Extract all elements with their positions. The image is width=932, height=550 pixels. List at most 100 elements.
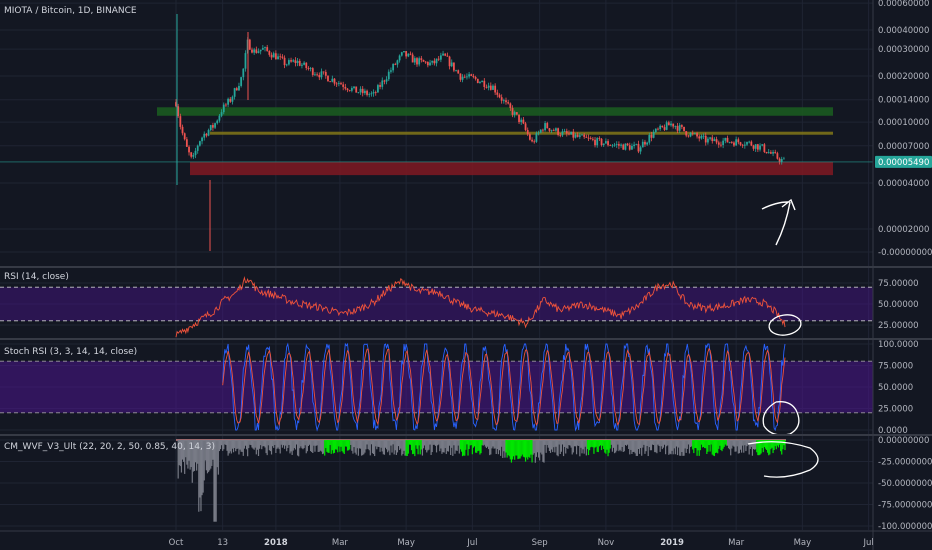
wvf-bar bbox=[280, 440, 282, 445]
candle-body bbox=[233, 88, 236, 97]
candle-body bbox=[437, 58, 440, 60]
wvf-bar bbox=[364, 440, 366, 453]
wvf-bar bbox=[468, 440, 470, 450]
wvf-bar bbox=[650, 440, 653, 451]
candle-body bbox=[776, 153, 779, 159]
candle-body bbox=[542, 129, 544, 131]
y-tick-label: 0.00014000 bbox=[878, 96, 929, 106]
wvf-bar bbox=[630, 440, 632, 450]
candle-body bbox=[400, 52, 403, 56]
wvf-bar bbox=[459, 440, 462, 450]
wvf-bar bbox=[228, 440, 230, 454]
wvf-bar bbox=[399, 440, 401, 451]
candle-body bbox=[257, 51, 260, 53]
rsi-pane[interactable] bbox=[0, 276, 873, 338]
wvf-bar bbox=[526, 440, 528, 458]
wvf-bar bbox=[330, 440, 332, 454]
wvf-bar bbox=[609, 440, 611, 449]
wvf-bar bbox=[418, 440, 420, 446]
x-tick-label: May bbox=[794, 538, 812, 548]
wvf-bar bbox=[496, 440, 498, 450]
wvf-bar bbox=[773, 440, 775, 451]
candle-body bbox=[329, 81, 332, 83]
wvf-bar bbox=[519, 440, 521, 459]
wvf-bar bbox=[391, 440, 393, 453]
wvf-bar bbox=[549, 440, 552, 453]
candle-body bbox=[509, 103, 512, 108]
wvf-bar bbox=[453, 440, 455, 446]
wvf-bar bbox=[226, 440, 228, 451]
wvf-bar bbox=[368, 440, 370, 451]
wvf-pane[interactable] bbox=[176, 439, 786, 522]
wvf-bar bbox=[215, 440, 217, 522]
x-tick-label: 2019 bbox=[660, 538, 684, 548]
candle-body bbox=[631, 145, 633, 150]
wvf-bar bbox=[245, 440, 248, 450]
wvf-bar bbox=[423, 440, 426, 446]
candle-body bbox=[405, 51, 408, 57]
wvf-bar bbox=[513, 440, 515, 457]
stoch-pane-title: Stoch RSI (3, 3, 14, 14, close) bbox=[4, 347, 137, 357]
wvf-bar bbox=[604, 440, 606, 453]
wvf-bar bbox=[592, 440, 594, 448]
wvf-bar bbox=[477, 440, 479, 452]
wvf-bar bbox=[772, 440, 774, 454]
wvf-bar bbox=[243, 440, 245, 449]
candle-body bbox=[322, 71, 325, 73]
wvf-bar bbox=[701, 440, 704, 448]
current-price-badge bbox=[875, 155, 932, 168]
candle-body bbox=[301, 64, 303, 66]
wvf-bar bbox=[685, 440, 687, 453]
wvf-bar bbox=[420, 440, 422, 450]
wvf-bar bbox=[529, 440, 531, 458]
wvf-bar bbox=[254, 440, 256, 448]
wvf-bar bbox=[573, 440, 576, 447]
stoch-band bbox=[0, 361, 873, 413]
wvf-bar bbox=[491, 440, 493, 449]
candle-body bbox=[270, 54, 273, 58]
wvf-bar bbox=[448, 440, 451, 446]
wvf-bar bbox=[374, 440, 376, 457]
wvf-bar bbox=[348, 440, 350, 451]
wvf-bar bbox=[229, 440, 231, 452]
wvf-bar bbox=[730, 440, 732, 456]
y-tick-label: 0.00020000 bbox=[878, 72, 929, 82]
wvf-bar bbox=[432, 440, 434, 445]
wvf-bar bbox=[452, 440, 454, 456]
wvf-bar bbox=[381, 440, 383, 452]
candle-body bbox=[444, 53, 447, 56]
wvf-bar bbox=[699, 440, 701, 451]
wvf-bar bbox=[676, 440, 679, 456]
candle-body bbox=[198, 141, 201, 146]
wvf-bar bbox=[574, 440, 577, 447]
wvf-bar bbox=[641, 440, 643, 456]
wvf-bar bbox=[762, 440, 764, 453]
wvf-bar bbox=[540, 440, 542, 453]
wvf-bar bbox=[761, 440, 763, 448]
stoch-rsi-pane[interactable] bbox=[0, 342, 873, 432]
candle-body bbox=[743, 144, 746, 146]
price-pane[interactable] bbox=[0, 14, 873, 251]
candle-body bbox=[185, 139, 188, 147]
candle-body bbox=[396, 60, 399, 65]
candle-body bbox=[426, 61, 429, 66]
wvf-bar bbox=[450, 440, 452, 456]
candle-body bbox=[255, 49, 258, 53]
wvf-bar bbox=[543, 440, 545, 463]
stoch-d-line bbox=[222, 347, 786, 427]
wvf-bar bbox=[313, 440, 315, 446]
wvf-bar bbox=[591, 440, 593, 447]
wvf-bar bbox=[255, 440, 257, 455]
wvf-bar bbox=[584, 440, 586, 447]
candle-body bbox=[752, 145, 755, 149]
wvf-bar bbox=[315, 440, 317, 446]
candle-body bbox=[175, 102, 177, 107]
wvf-bar bbox=[219, 440, 222, 450]
y-tick-label: 0.00002000 bbox=[878, 225, 929, 235]
wvf-bar bbox=[310, 440, 312, 452]
wvf-bar bbox=[298, 440, 300, 457]
wvf-bar bbox=[346, 440, 349, 451]
wvf-bar bbox=[625, 440, 628, 446]
